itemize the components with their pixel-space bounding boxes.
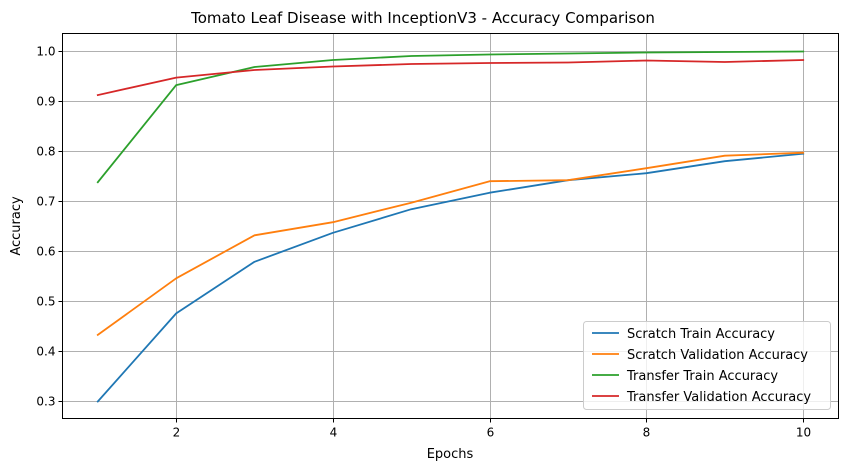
y-tick-label: 0.4 bbox=[36, 345, 55, 359]
y-tick-label: 0.6 bbox=[36, 245, 55, 259]
x-tick-label: 4 bbox=[330, 426, 338, 440]
plot-frame bbox=[62, 33, 839, 419]
y-tick-label: 0.5 bbox=[36, 295, 55, 309]
legend-box bbox=[583, 321, 831, 410]
y-tick-label: 0.9 bbox=[36, 95, 55, 109]
x-tick-label: 6 bbox=[487, 426, 495, 440]
legend-label: Transfer Train Accuracy bbox=[626, 369, 778, 384]
legend-label: Transfer Validation Accuracy bbox=[626, 390, 811, 405]
legend-label: Scratch Validation Accuracy bbox=[627, 348, 808, 363]
x-axis-label: Epochs bbox=[427, 447, 474, 462]
legend: Scratch Train Accuracy Scratch Validation… bbox=[583, 321, 831, 410]
legend-label: Scratch Train Accuracy bbox=[627, 327, 775, 342]
y-tick-label: 1.0 bbox=[36, 45, 55, 59]
axis-ticks: 2 4 6 8 10 0.3 0.4 0.5 0.6 0.7 0.8 0.9 1.0 bbox=[36, 45, 811, 440]
series-line-4 bbox=[96, 59, 805, 97]
y-tick-label: 0.3 bbox=[36, 395, 55, 409]
series-line-1 bbox=[96, 152, 805, 403]
series-lines bbox=[96, 50, 805, 403]
x-tick-label: 8 bbox=[643, 426, 651, 440]
chart-title: Tomato Leaf Disease with InceptionV3 - A… bbox=[190, 9, 655, 27]
x-tick-label: 2 bbox=[173, 426, 181, 440]
y-tick-label: 0.7 bbox=[36, 195, 55, 209]
x-tick-label: 10 bbox=[796, 426, 811, 440]
y-axis-label: Accuracy bbox=[9, 196, 24, 256]
series-line-2 bbox=[96, 151, 805, 337]
y-tick-label: 0.8 bbox=[36, 145, 55, 159]
series-line-3 bbox=[96, 50, 805, 184]
